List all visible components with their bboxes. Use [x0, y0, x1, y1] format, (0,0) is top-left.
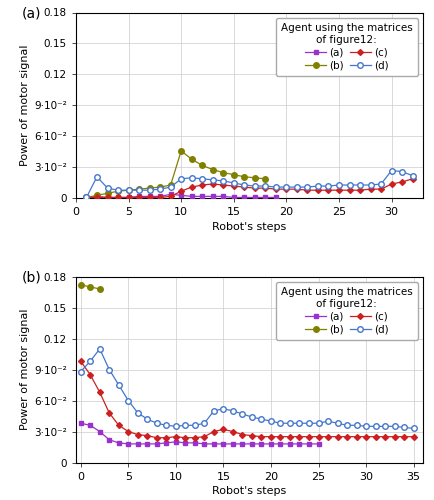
Y-axis label: Power of motor signal: Power of motor signal — [20, 309, 30, 430]
X-axis label: Robot's steps: Robot's steps — [212, 222, 287, 232]
X-axis label: Robot's steps: Robot's steps — [212, 486, 287, 496]
Y-axis label: Power of motor signal: Power of motor signal — [20, 44, 30, 166]
Text: (a): (a) — [22, 7, 42, 21]
Text: (b): (b) — [22, 271, 42, 285]
Legend: (a), (b), (c), (d): (a), (b), (c), (d) — [276, 282, 418, 340]
Legend: (a), (b), (c), (d): (a), (b), (c), (d) — [276, 18, 418, 76]
